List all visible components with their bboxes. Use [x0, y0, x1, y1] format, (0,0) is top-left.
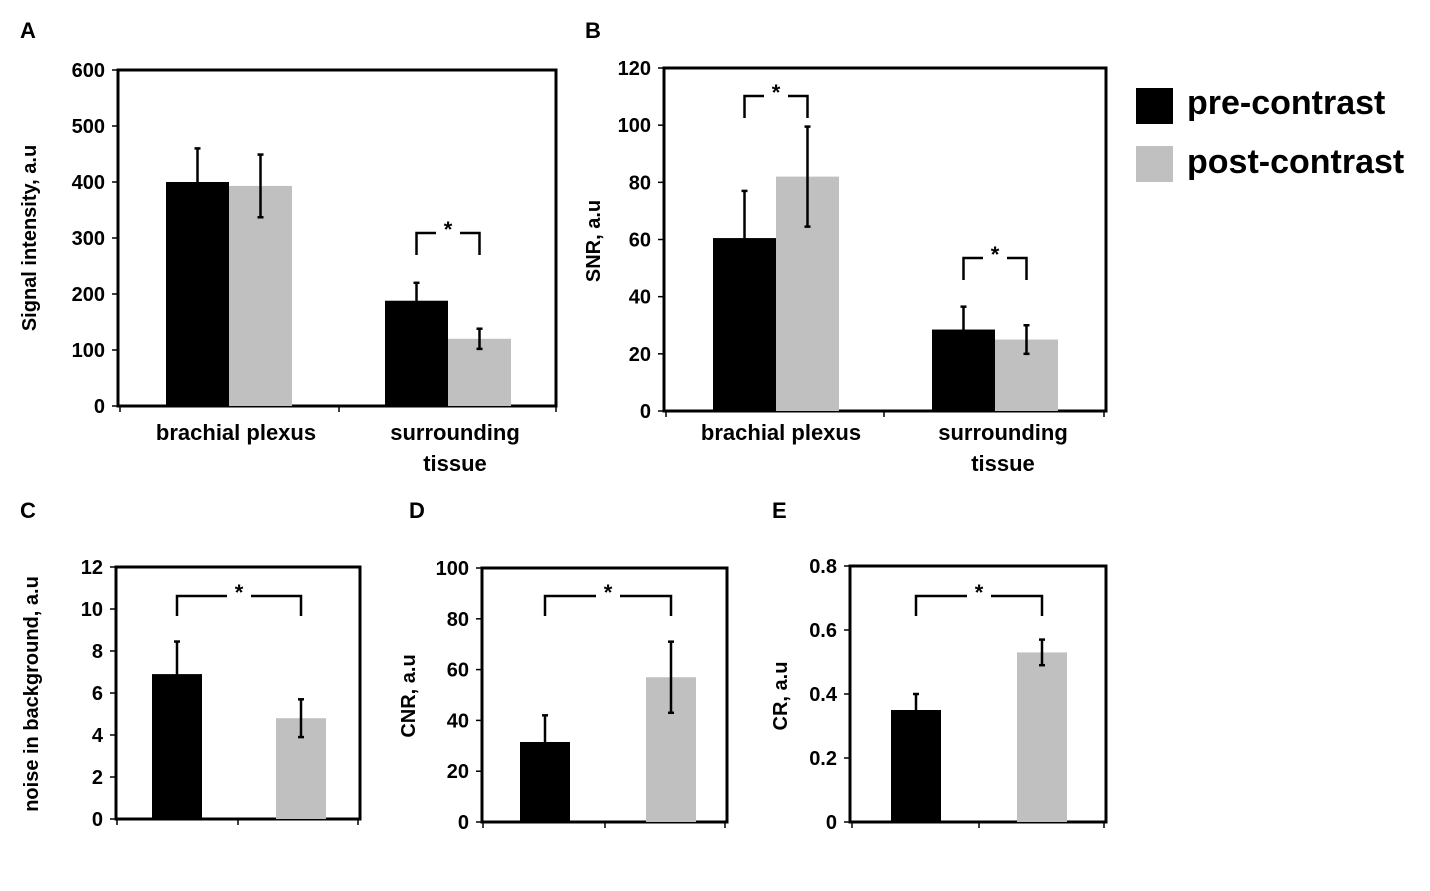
y-tick-label: 10: [81, 599, 103, 621]
category-label: surrounding: [390, 420, 520, 445]
y-tick-label: 60: [447, 660, 469, 682]
category-label: brachial plexus: [156, 420, 316, 445]
bracket-left: [743, 94, 764, 118]
significance-bracket: *: [743, 80, 809, 118]
y-tick-label: 0.2: [809, 748, 837, 770]
post-contrast-bar: [1017, 652, 1067, 822]
y-tick-label: 100: [618, 115, 651, 137]
significance-bracket: *: [962, 242, 1028, 280]
y-tick-label: 0: [826, 812, 837, 834]
significance-bracket: *: [543, 580, 673, 616]
bracket-left: [543, 594, 596, 616]
panel-letter: C: [20, 498, 36, 523]
panel-e: E 0 0.2 0.4 0.6 0.8 CR, a.u *: [770, 498, 1108, 834]
bracket-right: [788, 94, 809, 118]
category-label: surrounding: [938, 420, 1068, 445]
panel-letter: A: [20, 18, 36, 43]
significance-star: *: [604, 580, 613, 605]
y-tick-label: 4: [92, 725, 104, 747]
panel-d: D 0 20 40 60 80 100 CNR, a.u *: [398, 498, 729, 834]
y-tick-label: 60: [629, 230, 651, 252]
bracket-left: [962, 256, 983, 280]
y-tick-label: 0: [94, 396, 105, 418]
y-axis-label: Signal intensity, a.u: [19, 145, 41, 331]
panel-b: B 0 20 40 60 80 100 120 SNR, a.u brachial plexus s…: [583, 18, 1108, 476]
y-axis-label: CR, a.u: [770, 662, 792, 731]
panel-letter: E: [772, 498, 787, 523]
panel-a: A 0 100 200 300 400 500 600 Signal intensity, a.…: [19, 18, 558, 476]
bracket-right: [460, 231, 481, 255]
y-tick-label: 20: [447, 761, 469, 783]
bracket-left: [175, 594, 227, 616]
y-tick-label: 0: [458, 812, 469, 834]
y-tick-label: 0: [640, 401, 651, 423]
legend-item: post-contrast: [1136, 143, 1404, 182]
legend-item: pre-contrast: [1136, 84, 1385, 124]
bracket-right: [620, 594, 673, 616]
y-tick-label: 8: [92, 641, 103, 663]
legend: pre-contrast post-contrast: [1136, 84, 1404, 182]
legend-label: pre-contrast: [1187, 84, 1385, 122]
legend-swatch: [1136, 88, 1173, 124]
y-tick-label: 500: [72, 116, 105, 138]
category-label: tissue: [971, 451, 1035, 476]
y-tick-label: 6: [92, 683, 103, 705]
post-contrast-bar: [229, 185, 292, 406]
significance-bracket: *: [914, 580, 1044, 616]
significance-star: *: [772, 80, 781, 105]
y-tick-label: 200: [72, 284, 105, 306]
y-tick-label: 0.8: [809, 556, 837, 578]
panel-c: C 0 2 4 6 8 10 12 noise in background, a.u *: [20, 498, 362, 831]
y-tick-label: 80: [629, 172, 651, 194]
bracket-left: [415, 231, 436, 255]
y-tick-label: 120: [618, 58, 651, 80]
y-tick-label: 12: [81, 557, 103, 579]
pre-contrast-bar: [166, 182, 229, 406]
bracket-right: [1007, 256, 1028, 280]
panel-letter: B: [585, 18, 601, 43]
y-tick-label: 100: [436, 558, 469, 580]
y-tick-label: 100: [72, 340, 105, 362]
significance-bracket: *: [175, 580, 303, 616]
y-tick-label: 40: [629, 287, 651, 309]
significance-star: *: [975, 580, 984, 605]
y-tick-label: 0.4: [809, 684, 838, 706]
y-axis-label: SNR, a.u: [583, 200, 605, 282]
y-axis-label: noise in background, a.u: [21, 576, 43, 812]
significance-bracket: *: [415, 217, 481, 255]
pre-contrast-bar: [891, 710, 941, 822]
y-tick-label: 2: [92, 767, 103, 789]
y-tick-label: 0.6: [809, 620, 837, 642]
y-tick-label: 40: [447, 710, 469, 732]
legend-label: post-contrast: [1187, 143, 1404, 181]
category-label: brachial plexus: [701, 420, 861, 445]
bracket-left: [914, 594, 967, 616]
bracket-right: [251, 594, 303, 616]
significance-star: *: [444, 217, 453, 242]
y-tick-label: 80: [447, 609, 469, 631]
significance-star: *: [235, 580, 244, 605]
y-tick-label: 20: [629, 344, 651, 366]
legend-swatch: [1136, 146, 1173, 182]
category-label: tissue: [423, 451, 487, 476]
y-tick-label: 400: [72, 172, 105, 194]
y-axis-label: CNR, a.u: [398, 654, 420, 737]
y-tick-label: 0: [92, 809, 103, 831]
significance-star: *: [991, 242, 1000, 267]
bracket-right: [991, 594, 1044, 616]
y-tick-label: 600: [72, 60, 105, 82]
panel-letter: D: [409, 498, 425, 523]
y-tick-label: 300: [72, 228, 105, 250]
